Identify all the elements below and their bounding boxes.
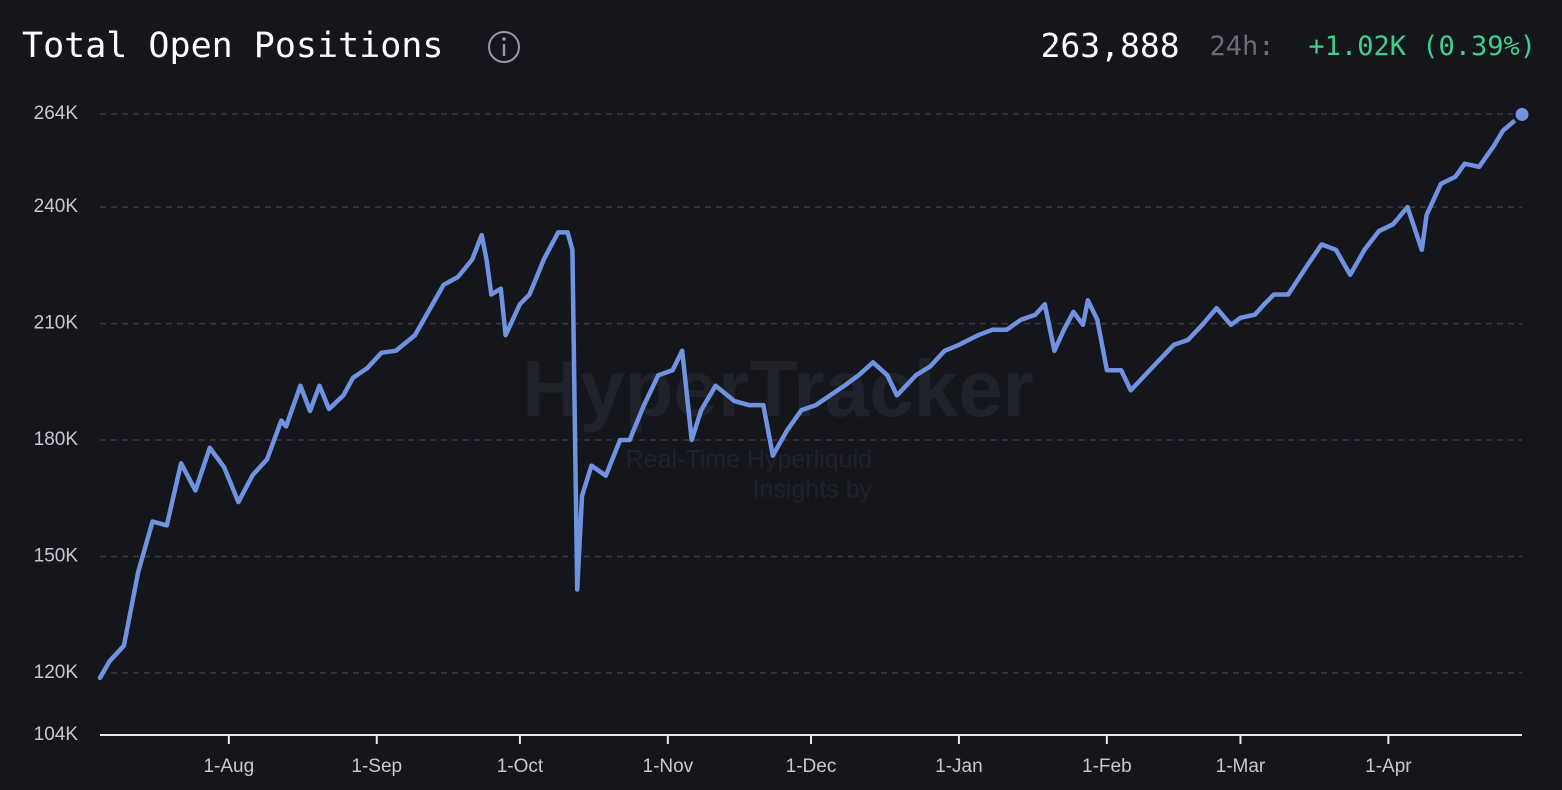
watermark: HyperTracker Real-Time Hyperliquid Insig… [522,344,1033,503]
y-tick-label: 120K [34,662,79,683]
y-tick-label: 150K [34,545,79,566]
watermark-brand: HyperTracker [522,344,1033,433]
y-tick-label: 240K [34,196,79,217]
watermark-line: Real-Time Hyperliquid [626,446,872,474]
info-dot [502,37,506,41]
current-value: 263,888 [1041,26,1180,65]
x-tick-label: 1-Oct [497,756,544,777]
watermark-line: Insights by [752,476,872,504]
period-label: 24h: [1210,31,1275,62]
x-tick-label: 1-Aug [203,756,254,777]
change-value: +1.02K (0.39%) [1308,31,1536,62]
y-tick-label: 264K [34,103,79,124]
x-tick-label: 1-Apr [1365,756,1412,777]
x-tick-label: 1-Sep [351,756,402,777]
info-circle [488,31,520,63]
y-tick-label: 180K [34,429,79,450]
last-point [1512,104,1532,124]
x-tick-label: 1-Feb [1082,756,1132,777]
x-tick-label: 1-Jan [935,756,983,777]
x-tick-label: 1-Nov [643,756,694,777]
info-icon[interactable] [488,31,520,63]
plot-area [97,104,1532,681]
y-tick-label: 210K [34,313,79,334]
y-tick-label: 104K [34,724,79,745]
grid: 104K 120K 150K 180K 210K 240K 264K 1-Aug 1-Sep 1-… [34,103,1522,777]
x-tick-label: 1-Mar [1216,756,1266,777]
series-line [97,112,1525,681]
chart-title: Total Open Positions [22,26,443,66]
header-stats: 263,888 24h: +1.02K (0.39%) [1041,26,1536,65]
x-tick-label: 1-Dec [786,756,837,777]
